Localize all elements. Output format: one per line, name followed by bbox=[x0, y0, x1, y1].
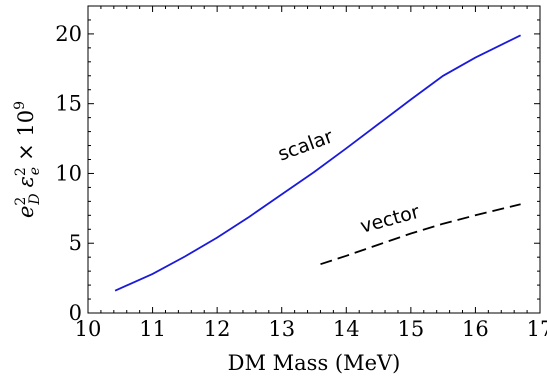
ticks-layer: 10 11 12 13 14 15 16 17 0 5 10 15 20 bbox=[55, 6, 547, 341]
y-label-eps-sup: 2 bbox=[13, 167, 29, 176]
y-label-times: × 10 bbox=[14, 110, 38, 161]
y-label-e: e bbox=[14, 206, 38, 218]
x-tick-label: 15 bbox=[397, 317, 424, 341]
y-tick-label: 10 bbox=[55, 161, 82, 185]
y-axis-label: e2Dε2e× 109 bbox=[12, 101, 43, 218]
x-tick-label: 13 bbox=[268, 317, 295, 341]
x-tick-label: 16 bbox=[462, 317, 489, 341]
y-label-eps-sub: e bbox=[27, 167, 43, 175]
y-tick-label: 20 bbox=[55, 22, 82, 46]
x-tick-label: 11 bbox=[139, 317, 166, 341]
y-tick-label: 0 bbox=[69, 301, 82, 325]
x-tick-label: 12 bbox=[204, 317, 231, 341]
series-vector-line bbox=[320, 203, 521, 266]
annotation-scalar: scalar bbox=[275, 125, 336, 165]
plot-frame bbox=[87, 5, 541, 314]
y-label-eps: ε bbox=[14, 176, 38, 187]
series-layer bbox=[114, 34, 521, 292]
y-label-e-sup: 2 bbox=[13, 197, 29, 206]
y-label-e-sub: D bbox=[27, 193, 43, 205]
y-tick-label: 5 bbox=[69, 231, 82, 255]
x-tick-label: 14 bbox=[333, 317, 360, 341]
x-tick-label: 10 bbox=[75, 317, 102, 341]
series-scalar-line bbox=[114, 34, 521, 292]
x-axis-label: DM Mass (MeV) bbox=[228, 351, 401, 375]
y-tick-label: 15 bbox=[55, 92, 82, 116]
x-tick-label: 17 bbox=[527, 317, 547, 341]
y-label-exp: 9 bbox=[12, 101, 28, 110]
